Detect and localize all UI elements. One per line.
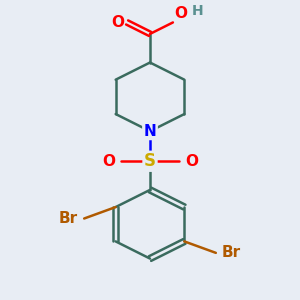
Text: Br: Br [222,245,241,260]
Text: O: O [185,154,198,169]
Text: O: O [111,15,124,30]
Text: S: S [144,152,156,170]
Text: H: H [191,4,203,18]
Text: O: O [174,6,187,21]
Text: N: N [144,124,156,139]
Text: Br: Br [59,211,78,226]
Text: O: O [102,154,115,169]
